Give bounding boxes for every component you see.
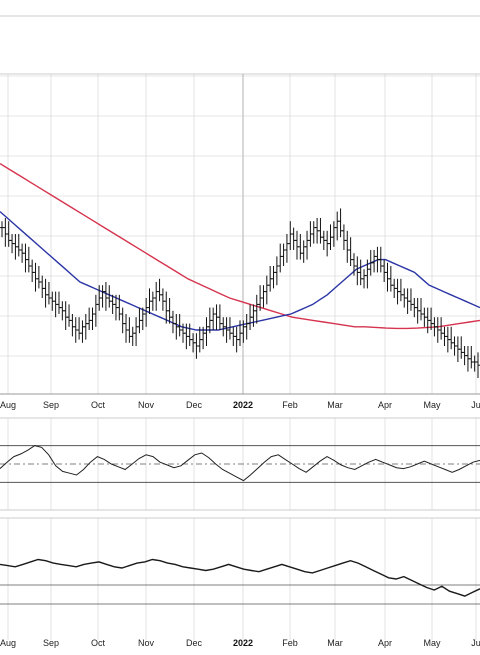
lower-x-tick-label: Mar <box>327 638 343 648</box>
lower-x-tick-label: Dec <box>186 638 203 648</box>
x-tick-label: Feb <box>282 400 298 410</box>
lower-series-line <box>0 558 480 597</box>
sma-200-line <box>0 163 480 330</box>
lower-x-tick-label: May <box>423 638 441 648</box>
lower-x-tick-label: Oct <box>91 638 106 648</box>
lower-x-tick-label: Feb <box>282 638 298 648</box>
x-tick-label: Oct <box>91 400 106 410</box>
x-tick-label: Mar <box>327 400 343 410</box>
lower-x-tick-label: Nov <box>138 638 155 648</box>
oscillator-panel <box>0 417 480 511</box>
x-tick-label: Nov <box>138 400 155 410</box>
oscillator-line <box>0 445 480 482</box>
x-tick-label: 2022 <box>233 400 253 410</box>
lower-x-tick-label: Ju <box>471 638 480 648</box>
lower-x-tick-label: Aug <box>0 638 16 648</box>
lower-x-tick-label: 2022 <box>233 638 253 648</box>
x-tick-label: Dec <box>186 400 203 410</box>
lower-x-tick-label: Apr <box>378 638 392 648</box>
x-tick-label: Aug <box>0 400 16 410</box>
x-axis: Aug Sep Oct Nov Dec 2022 Feb Mar Apr May Ju <box>0 393 480 410</box>
lower-panel: Aug Sep Oct Nov Dec 2022 Feb Mar Apr May Ju <box>0 517 480 648</box>
x-tick-label: May <box>423 400 441 410</box>
price-panel <box>0 73 480 394</box>
x-tick-label: Apr <box>378 400 392 410</box>
lower-x-tick-label: Sep <box>43 638 59 648</box>
x-tick-label: Ju <box>471 400 480 410</box>
x-tick-label: Sep <box>43 400 59 410</box>
